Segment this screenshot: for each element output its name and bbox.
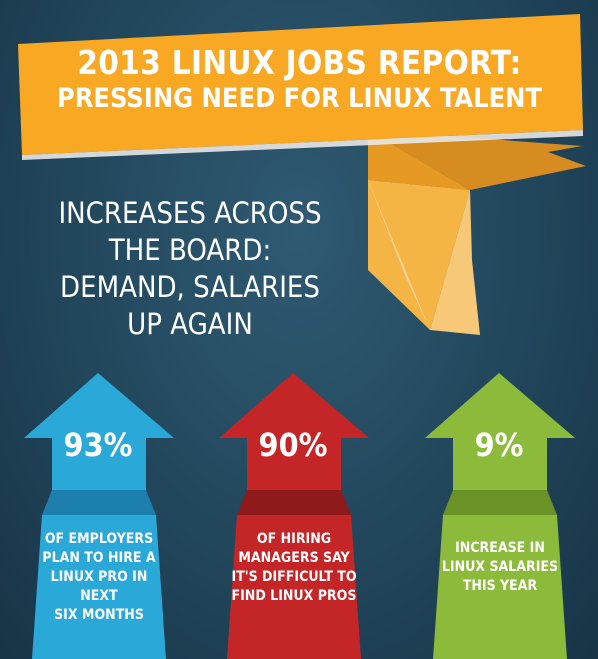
banner xyxy=(18,14,583,155)
caption-line: OF EMPLOYERS xyxy=(44,531,154,547)
caption-line: OF HIRING xyxy=(256,531,332,547)
subtitle-line: DEMAND, SALARIES xyxy=(60,270,320,304)
caption-salaries: INCREASE IN LINUX SALARIES THIS YEAR xyxy=(435,539,565,596)
banner-ribbon-fold-2 xyxy=(368,180,470,330)
caption-line: MANAGERS SAY xyxy=(238,550,350,566)
banner-ribbon-back xyxy=(368,130,586,190)
caption-line: THIS YEAR xyxy=(462,578,538,594)
caption-line: SIX MONTHS xyxy=(54,607,144,623)
caption-hiring-managers: OF HIRING MANAGERS SAY IT'S DIFFICULT TO… xyxy=(229,530,359,606)
stat-value: 9% xyxy=(474,426,524,464)
arrow-employers xyxy=(24,373,174,659)
stat-value: 93% xyxy=(63,426,133,464)
caption-line: PLAN TO HIRE A xyxy=(42,550,156,566)
caption-employers: OF EMPLOYERS PLAN TO HIRE A LINUX PRO IN… xyxy=(34,530,164,625)
banner-shadow xyxy=(22,130,583,160)
caption-line: INCREASE IN xyxy=(455,540,545,556)
stat-value: 90% xyxy=(258,426,328,464)
subtitle-line: INCREASES ACROSS xyxy=(58,196,322,230)
banner-ribbon-tip xyxy=(430,190,480,335)
stat-employers: 93% xyxy=(48,428,148,462)
caption-line: IT'S DIFFICULT TO xyxy=(231,569,357,585)
banner-ribbon-fold-1 xyxy=(368,130,470,190)
stat-hiring-managers: 90% xyxy=(243,428,343,462)
title-line-1: 2013 LINUX JOBS REPORT: xyxy=(77,43,522,82)
stat-salaries: 9% xyxy=(449,428,549,462)
title-line-2: PRESSING NEED FOR LINUX TALENT xyxy=(56,83,543,114)
arrow-hiring-managers xyxy=(219,373,369,659)
banner-ribbon-fold-3 xyxy=(368,180,430,330)
caption-line: LINUX SALARIES xyxy=(441,559,559,575)
report-title: 2013 LINUX JOBS REPORT: PRESSING NEED FO… xyxy=(22,44,577,116)
subtitle-line: THE BOARD: xyxy=(108,233,272,267)
caption-line: FIND LINUX PROS xyxy=(231,588,357,604)
subtitle-line: UP AGAIN xyxy=(127,307,253,341)
arrow-salaries xyxy=(425,373,575,659)
caption-line: LINUX PRO IN NEXT xyxy=(50,569,148,604)
subtitle: INCREASES ACROSS THE BOARD: DEMAND, SALA… xyxy=(40,195,340,343)
